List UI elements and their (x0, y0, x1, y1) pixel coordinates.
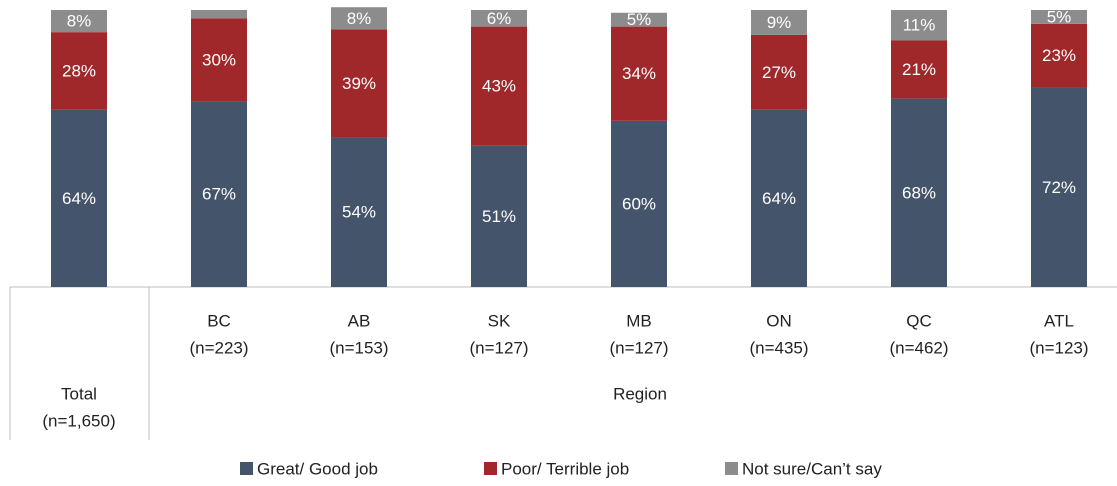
data-label: 8% (67, 12, 92, 31)
bar-segment (611, 120, 667, 287)
x-tick-label: Total (61, 384, 97, 403)
data-label: 64% (62, 189, 96, 208)
bar-segment (891, 98, 947, 287)
bar-segment (471, 145, 527, 287)
x-tick-label: QC (906, 311, 932, 330)
bar-segment (471, 26, 527, 146)
data-label: 60% (622, 194, 656, 213)
x-tick-label: BC (207, 311, 231, 330)
data-label: 28% (62, 61, 96, 80)
data-label: 54% (342, 203, 376, 222)
legend-swatch (484, 462, 497, 475)
bar-segment (191, 101, 247, 287)
bar-segment (751, 10, 807, 35)
bar-segment (891, 40, 947, 99)
x-tick-sublabel: (n=123) (1029, 338, 1088, 357)
data-label: 64% (762, 189, 796, 208)
legend-label: Great/ Good job (257, 459, 378, 478)
bar-segment (1031, 87, 1087, 287)
data-label: 27% (762, 63, 796, 82)
bar-segment (751, 109, 807, 287)
x-tick-label: SK (488, 311, 511, 330)
bar-segment (51, 109, 107, 287)
x-tick-sublabel: (n=1,650) (42, 411, 115, 430)
data-label: 43% (482, 77, 516, 96)
legend-label: Poor/ Terrible job (501, 459, 629, 478)
bar-segment (1031, 10, 1087, 24)
data-label: 8% (347, 9, 372, 28)
bar-segment (891, 10, 947, 41)
data-label: 51% (482, 207, 516, 226)
x-tick-sublabel: (n=223) (189, 338, 248, 357)
data-label: 72% (1042, 178, 1076, 197)
bar-segment (191, 10, 247, 19)
data-label: 5% (627, 10, 652, 29)
x-tick-sublabel: (n=435) (749, 338, 808, 357)
x-tick-sublabel: (n=127) (469, 338, 528, 357)
bar-segment (471, 10, 527, 27)
data-label: 23% (1042, 46, 1076, 65)
data-label: 30% (202, 50, 236, 69)
bar-segment (51, 32, 107, 110)
bar-segment (751, 34, 807, 110)
bar-segment (51, 10, 107, 33)
bar-segment (191, 18, 247, 102)
x-tick-sublabel: (n=127) (609, 338, 668, 357)
x-tick-label: MB (626, 311, 652, 330)
bar-segment (331, 29, 387, 138)
bar-segment (611, 26, 667, 121)
bar-segment (1031, 23, 1087, 88)
data-label: 11% (903, 16, 936, 35)
data-label: 21% (902, 60, 936, 79)
group-label: Region (613, 384, 667, 403)
data-label: 67% (202, 185, 236, 204)
bar-segment (331, 137, 387, 287)
x-tick-sublabel: (n=153) (329, 338, 388, 357)
legend-swatch (725, 462, 738, 475)
data-label: 6% (487, 9, 512, 28)
x-tick-label: ATL (1044, 311, 1074, 330)
x-tick-label: ON (766, 311, 792, 330)
bar-segment (611, 12, 667, 27)
data-label: 5% (1047, 7, 1072, 26)
data-label: 9% (767, 13, 792, 32)
data-label: 39% (342, 74, 376, 93)
x-tick-label: AB (348, 311, 371, 330)
legend-label: Not sure/Can’t say (742, 459, 882, 478)
data-label: 68% (902, 183, 936, 202)
bar-segment (331, 7, 387, 30)
data-label: 34% (622, 64, 656, 83)
legend-swatch (240, 462, 253, 475)
x-tick-sublabel: (n=462) (889, 338, 948, 357)
